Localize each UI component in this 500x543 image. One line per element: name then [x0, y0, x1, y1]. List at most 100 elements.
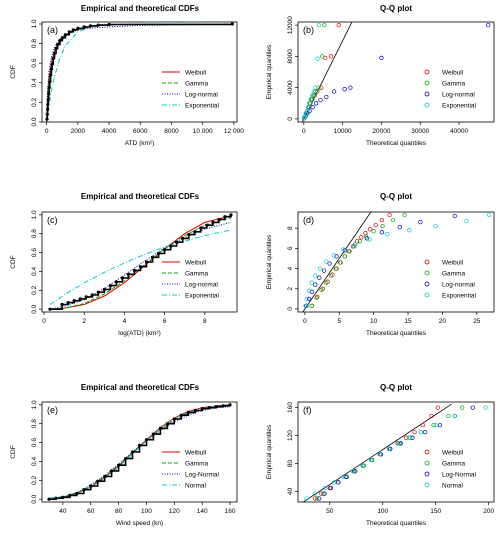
y-tick-label: 0.2: [31, 285, 38, 294]
x-tick-label: 140: [197, 508, 208, 515]
x-tick-label: 60: [87, 508, 95, 515]
y-axis-label: Empirical quantiles: [266, 234, 273, 289]
panel-label: (b): [303, 25, 314, 35]
data-point: [390, 217, 396, 223]
x-tick-label: 150: [430, 508, 441, 515]
data-point: [310, 105, 315, 110]
empirical-point: [186, 410, 190, 414]
plot-frame: [297, 21, 495, 123]
chart-title: Empirical and theoretical CDFs: [81, 192, 200, 201]
empirical-point: [151, 255, 155, 259]
y-tick-label: 0.4: [31, 267, 38, 276]
y-tick-label: 1.0: [31, 19, 38, 28]
data-point: [331, 253, 336, 258]
series-line-normal: [48, 404, 231, 499]
y-axis-label: CDF: [10, 255, 17, 268]
x-tick-label: 200: [483, 508, 494, 515]
x-tick-label: 15: [404, 318, 412, 325]
data-point: [373, 222, 378, 228]
data-point: [452, 213, 457, 219]
data-point: [336, 22, 341, 28]
empirical-point: [84, 295, 88, 299]
data-point: [452, 413, 457, 419]
y-tick-label: 0.4: [31, 457, 38, 466]
y-tick-label: 12000: [287, 16, 294, 34]
y-tick-label: 0.8: [31, 419, 38, 428]
data-point: [304, 496, 309, 501]
legend-swatch: [424, 80, 430, 86]
data-point: [322, 491, 327, 496]
data-point: [324, 280, 329, 285]
empirical-point: [56, 42, 60, 47]
data-point: [364, 236, 369, 241]
legend-label: Weibull: [442, 449, 464, 456]
data-point: [343, 474, 348, 479]
empirical-point: [54, 46, 58, 51]
x-tick-label: 4: [123, 318, 127, 325]
plot-content: [301, 22, 491, 122]
plot-frame: [41, 211, 238, 313]
x-tick-label: 20000: [372, 128, 390, 135]
data-point: [331, 480, 337, 485]
x-tick-label: 10 000: [193, 128, 213, 135]
x-tick-label: 12 000: [224, 128, 244, 135]
data-point: [380, 223, 385, 229]
x-tick-label: 4000: [102, 128, 117, 135]
empirical-point: [221, 404, 225, 408]
x-tick-label: 40: [59, 508, 67, 515]
series-line-exponential: [46, 23, 234, 122]
empirical-point: [103, 474, 107, 479]
data-point: [402, 212, 407, 218]
plot-content: [302, 403, 488, 502]
x-axis-label: Wind speed (kn): [116, 520, 163, 527]
data-point: [303, 111, 308, 116]
empirical-point: [71, 28, 75, 32]
empirical-point: [110, 469, 114, 473]
data-point: [359, 235, 364, 240]
x-axis-label: log(ATD) (km²): [118, 330, 161, 337]
data-point: [437, 422, 443, 428]
data-point: [315, 56, 320, 61]
reference-line: [302, 403, 452, 502]
y-tick-label: 0.8: [31, 39, 38, 48]
data-point: [313, 273, 318, 278]
legend-swatch: [424, 102, 430, 108]
empirical-point: [49, 67, 54, 71]
data-point: [347, 249, 352, 254]
y-axis-label: CDF: [10, 445, 17, 458]
x-tick-label: 5: [337, 318, 341, 325]
empirical-point: [193, 408, 197, 413]
legend-label: Gamma: [185, 80, 209, 87]
panel-1: Empirical and theoretical CDFs 0 2000 4000 6…: [10, 4, 244, 147]
y-tick-label: 0: [287, 307, 294, 311]
legend-label: Weibull: [185, 259, 207, 266]
empirical-point: [187, 233, 191, 237]
empirical-point: [96, 23, 100, 27]
x-tick-label: 50: [326, 508, 334, 515]
data-point: [319, 491, 324, 496]
empirical-point: [78, 297, 82, 301]
empirical-point: [199, 226, 203, 230]
x-axis-label: Theoretical quantiles: [366, 520, 427, 527]
empirical-point: [60, 36, 64, 40]
empirical-point: [165, 422, 169, 426]
chart-title: Q-Q plot: [380, 192, 412, 201]
empirical-point: [193, 230, 197, 234]
empirical-point: [72, 299, 76, 303]
legend-swatch: [424, 482, 430, 488]
empirical-point: [157, 251, 161, 256]
plot-content: [48, 213, 233, 311]
legend-label: Exponential: [185, 102, 220, 109]
data-point: [368, 227, 373, 232]
data-point: [306, 288, 312, 293]
y-axis-label: Empirical quantiles: [266, 424, 273, 479]
empirical-point: [46, 97, 50, 102]
data-point: [379, 217, 385, 223]
data-point: [403, 435, 409, 440]
empirical-point: [223, 215, 227, 219]
data-point: [307, 101, 312, 106]
legend-label: Log-normal: [442, 281, 475, 288]
empirical-point: [63, 33, 67, 37]
x-tick-label: 6: [163, 318, 167, 325]
